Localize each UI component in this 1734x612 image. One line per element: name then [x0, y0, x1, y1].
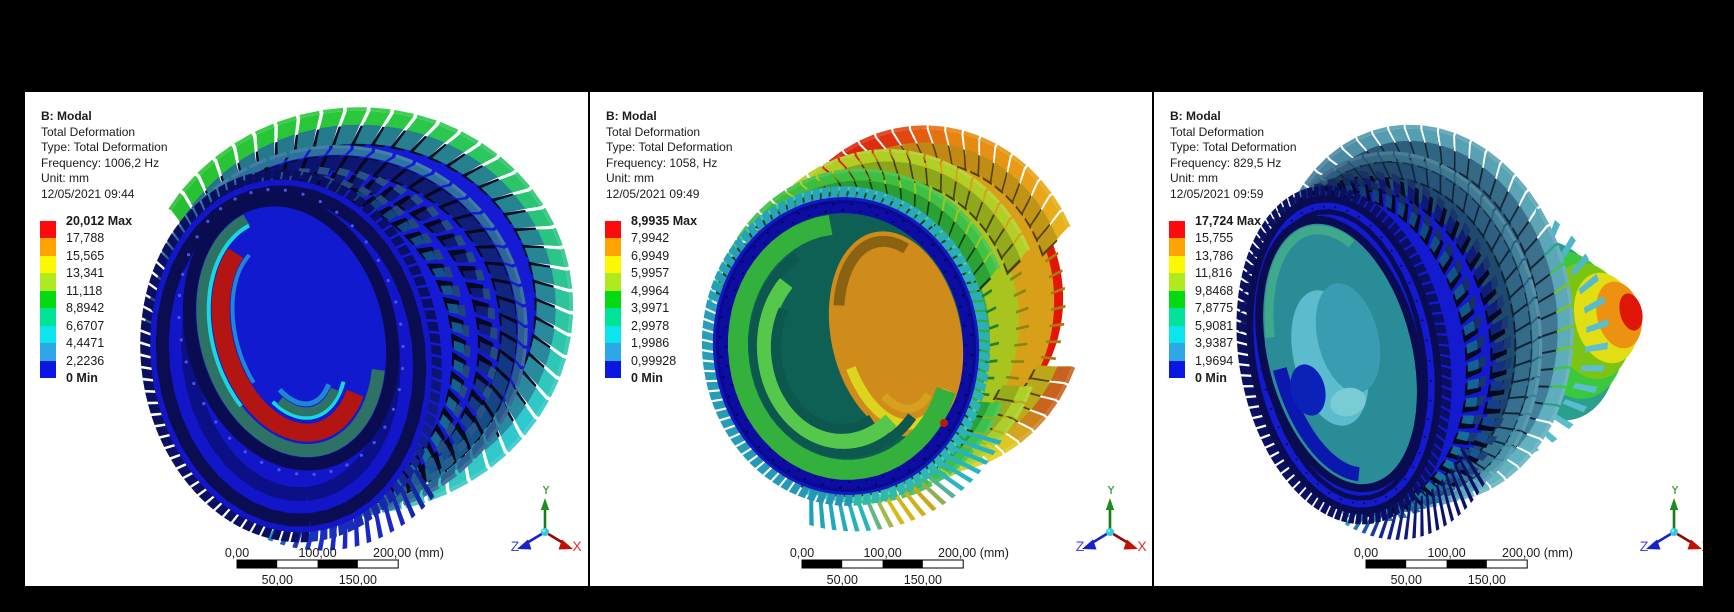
- svg-text:Z: Z: [1076, 538, 1085, 554]
- svg-text:Y: Y: [541, 486, 551, 497]
- svg-text:X: X: [1137, 538, 1147, 554]
- svg-text:100,00: 100,00: [863, 546, 901, 560]
- svg-text:X: X: [1701, 538, 1703, 554]
- svg-text:Z: Z: [1640, 538, 1649, 554]
- svg-text:50,00: 50,00: [827, 573, 858, 586]
- svg-text:150,00: 150,00: [339, 573, 377, 586]
- svg-text:Y: Y: [1106, 486, 1116, 497]
- svg-text:Y: Y: [1670, 486, 1680, 497]
- svg-text:0,00: 0,00: [225, 546, 249, 560]
- svg-text:Z: Z: [511, 538, 520, 554]
- svg-text:200,00 (mm): 200,00 (mm): [1502, 546, 1573, 560]
- svg-text:200,00 (mm): 200,00 (mm): [938, 546, 1009, 560]
- svg-text:200,00 (mm): 200,00 (mm): [373, 546, 444, 560]
- svg-text:50,00: 50,00: [262, 573, 293, 586]
- svg-text:150,00: 150,00: [1468, 573, 1506, 586]
- svg-text:100,00: 100,00: [298, 546, 336, 560]
- svg-text:0,00: 0,00: [790, 546, 814, 560]
- svg-text:150,00: 150,00: [904, 573, 942, 586]
- svg-text:50,00: 50,00: [1391, 573, 1422, 586]
- svg-text:100,00: 100,00: [1427, 546, 1465, 560]
- svg-text:0,00: 0,00: [1354, 546, 1378, 560]
- svg-text:X: X: [572, 538, 582, 554]
